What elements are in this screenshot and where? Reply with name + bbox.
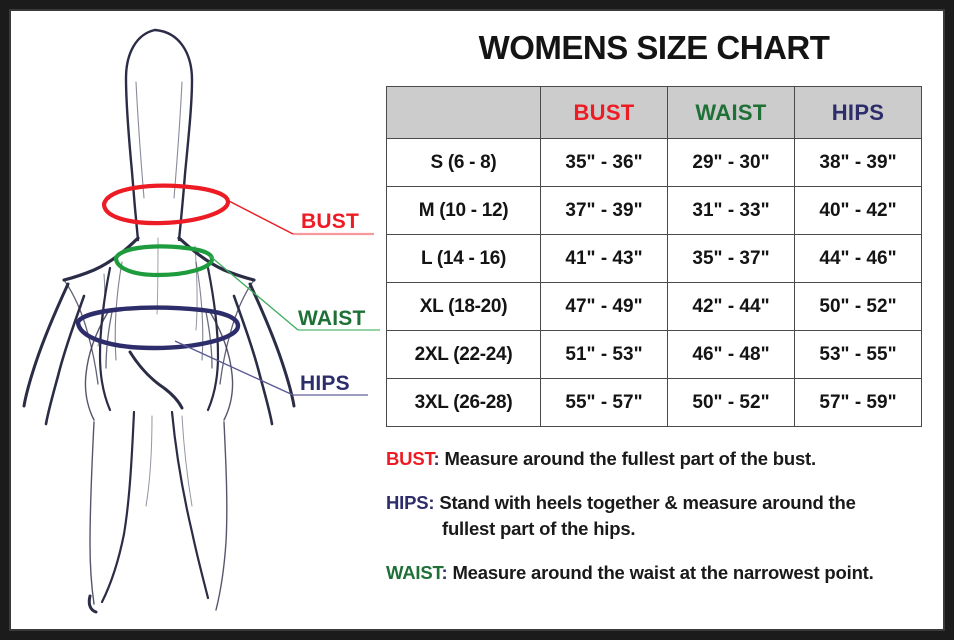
header-cell-waist: WAIST [667, 86, 795, 139]
table-row: 3XL (26-28) 55" - 57" 50" - 52" 57" - 59… [386, 378, 922, 427]
note-waist-text: Measure around the waist at the narrowes… [452, 562, 874, 583]
note-waist-colon: : [441, 562, 448, 583]
cell-waist: 50" - 52" [667, 378, 795, 427]
note-hips-lead: HIPS [386, 492, 429, 513]
cell-hips: 57" - 59" [794, 378, 922, 427]
note-bust-text: Measure around the fullest part of the b… [444, 448, 816, 469]
cell-hips: 50" - 52" [794, 282, 922, 331]
bust-leader-line [226, 199, 374, 236]
cell-size: 3XL (26-28) [386, 378, 541, 427]
table-body: S (6 - 8) 35" - 36" 29" - 30" 38" - 39" … [386, 138, 922, 427]
page-title: WOMENS SIZE CHART [478, 29, 830, 66]
table-header-row: BUST WAIST HIPS [386, 86, 922, 139]
waist-figure-label: WAIST [298, 307, 366, 330]
table-header: BUST WAIST HIPS [386, 86, 922, 139]
cell-size: L (14 - 16) [386, 234, 541, 283]
note-waist-lead: WAIST [386, 562, 442, 583]
cell-bust: 47" - 49" [540, 282, 668, 331]
cell-size: XL (18-20) [386, 282, 541, 331]
hips-leader-line [174, 340, 368, 396]
note-waist: WAIST: Measure around the waist at the n… [386, 560, 932, 586]
bust-measure-band [101, 183, 231, 226]
body-diagram-svg: BUST WAIST HIPS [22, 28, 380, 614]
cell-waist: 31" - 33" [667, 186, 795, 235]
cell-hips: 38" - 39" [794, 138, 922, 187]
waist-leader-line [209, 255, 380, 331]
cell-size: M (10 - 12) [386, 186, 541, 235]
cell-waist: 46" - 48" [667, 330, 795, 379]
cell-hips: 53" - 55" [794, 330, 922, 379]
header-cell-bust: BUST [540, 86, 668, 139]
size-chart-table: BUST WAIST HIPS S (6 - 8) 35" - 36" 29" … [386, 86, 922, 427]
cell-bust: 35" - 36" [540, 138, 668, 187]
measurement-notes: BUST: Measure around the fullest part of… [386, 446, 932, 586]
bust-figure-label: BUST [301, 210, 359, 233]
header-cell-hips: HIPS [794, 86, 922, 139]
cell-size: 2XL (22-24) [386, 330, 541, 379]
cell-size: S (6 - 8) [386, 138, 541, 187]
waist-measure-band [113, 244, 215, 278]
note-bust-lead: BUST [386, 448, 434, 469]
note-hips-text: Stand with heels together & measure arou… [439, 492, 856, 513]
note-hips-colon: : [428, 492, 435, 513]
note-hips-text-cont: fullest part of the hips. [442, 518, 636, 539]
cell-waist: 29" - 30" [667, 138, 795, 187]
cell-bust: 55" - 57" [540, 378, 668, 427]
cell-bust: 37" - 39" [540, 186, 668, 235]
note-hips: HIPS: Stand with heels together & measur… [386, 490, 932, 542]
table-row: L (14 - 16) 41" - 43" 35" - 37" 44" - 46… [386, 234, 922, 283]
cell-bust: 41" - 43" [540, 234, 668, 283]
table-row: XL (18-20) 47" - 49" 42" - 44" 50" - 52" [386, 282, 922, 331]
table-row: 2XL (22-24) 51" - 53" 46" - 48" 53" - 55… [386, 330, 922, 379]
body-outline [22, 28, 296, 614]
cell-hips: 40" - 42" [794, 186, 922, 235]
hips-measure-band [75, 305, 241, 351]
table-row: M (10 - 12) 37" - 39" 31" - 33" 40" - 42… [386, 186, 922, 235]
body-diagram: BUST WAIST HIPS [12, 12, 382, 628]
cell-hips: 44" - 46" [794, 234, 922, 283]
cell-waist: 42" - 44" [667, 282, 795, 331]
cell-waist: 35" - 37" [667, 234, 795, 283]
hips-figure-label: HIPS [300, 372, 350, 395]
note-bust-colon: : [433, 448, 440, 469]
table-row: S (6 - 8) 35" - 36" 29" - 30" 38" - 39" [386, 138, 922, 187]
note-bust: BUST: Measure around the fullest part of… [386, 446, 932, 472]
cell-bust: 51" - 53" [540, 330, 668, 379]
header-cell-size [386, 86, 541, 139]
